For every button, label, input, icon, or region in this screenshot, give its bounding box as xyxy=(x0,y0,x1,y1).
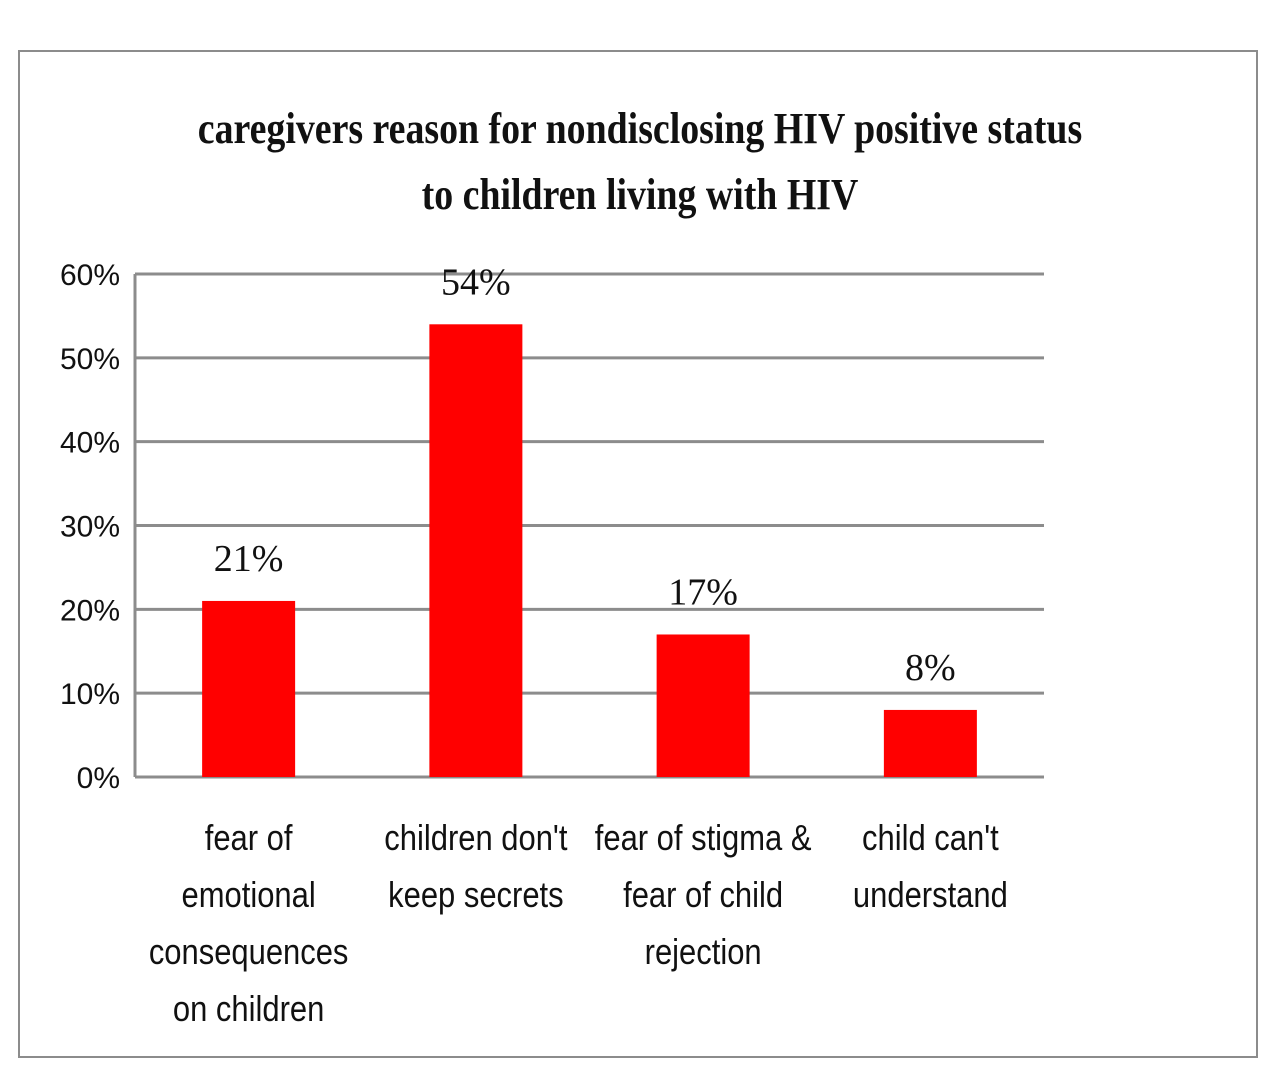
y-tick-label: 10% xyxy=(60,678,120,711)
category-label-line: children don't xyxy=(384,819,568,859)
data-labels: 21% 54% 17% 8% xyxy=(214,261,956,689)
bars xyxy=(202,324,977,777)
category-label: child can't understand xyxy=(853,819,1008,916)
y-tick-label: 0% xyxy=(77,762,120,795)
y-tick-label: 50% xyxy=(60,343,120,376)
category-label-line: rejection xyxy=(645,933,762,973)
bar xyxy=(429,324,523,777)
category-label-line: consequences xyxy=(149,933,349,973)
y-tick-label: 60% xyxy=(60,259,120,292)
y-tick-label: 40% xyxy=(60,427,120,460)
bar xyxy=(656,634,750,777)
category-label-line: emotional xyxy=(182,876,316,916)
category-label-line: on children xyxy=(173,990,324,1030)
category-label-line: fear of child xyxy=(623,876,783,916)
category-label-line: fear of stigma & xyxy=(595,819,812,859)
data-label: 54% xyxy=(441,261,511,303)
chart-title-line-1: caregivers reason for nondisclosing HIV … xyxy=(197,104,1083,153)
category-labels: fear of emotional consequences on children c… xyxy=(149,819,1008,1030)
chart-title: caregivers reason for nondisclosing HIV … xyxy=(107,96,1173,228)
bar xyxy=(883,709,977,777)
category-label: children don't keep secrets xyxy=(384,819,568,916)
data-label: 8% xyxy=(905,647,956,689)
data-label: 21% xyxy=(214,538,284,580)
category-label-line: fear of xyxy=(205,819,293,859)
bar xyxy=(202,600,296,777)
category-label: fear of stigma & fear of child rejection xyxy=(595,819,812,973)
category-label: fear of emotional consequences on children xyxy=(149,819,349,1030)
data-label: 17% xyxy=(668,571,738,613)
category-label-line: keep secrets xyxy=(388,876,563,916)
y-tick-label: 20% xyxy=(60,594,120,627)
chart-plot: 0% 10% 20% 30% 40% 50% 60% 21% 54% 17% 8% fear of… xyxy=(60,259,1044,1030)
chart-title-line-2: to children living with HIV xyxy=(421,170,859,219)
y-axis-ticks: 0% 10% 20% 30% 40% 50% 60% xyxy=(60,259,120,795)
category-label-line: child can't xyxy=(862,819,999,859)
y-tick-label: 30% xyxy=(60,511,120,544)
category-label-line: understand xyxy=(853,876,1008,916)
chart-frame: caregivers reason for nondisclosing HIV … xyxy=(18,50,1258,1058)
